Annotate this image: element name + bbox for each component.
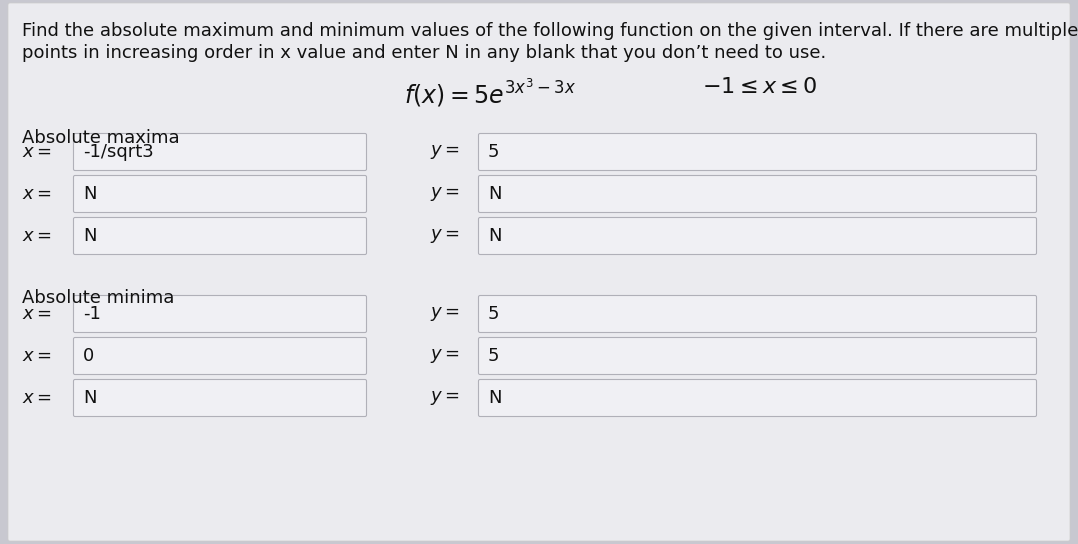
- Text: N: N: [83, 185, 97, 203]
- FancyBboxPatch shape: [73, 337, 367, 374]
- Text: 5: 5: [488, 347, 499, 365]
- Text: $f(x) = 5e^{3x^3-3x}$: $f(x) = 5e^{3x^3-3x}$: [404, 76, 576, 109]
- Text: $y =$: $y =$: [430, 389, 459, 407]
- Text: $x =$: $x =$: [22, 143, 52, 161]
- Text: $y =$: $y =$: [430, 143, 459, 161]
- Text: $x =$: $x =$: [22, 389, 52, 407]
- Text: $x =$: $x =$: [22, 347, 52, 365]
- Text: Absolute minima: Absolute minima: [22, 289, 175, 307]
- FancyBboxPatch shape: [479, 133, 1037, 170]
- FancyBboxPatch shape: [73, 218, 367, 255]
- FancyBboxPatch shape: [73, 133, 367, 170]
- FancyBboxPatch shape: [73, 380, 367, 417]
- Text: $x =$: $x =$: [22, 227, 52, 245]
- Text: N: N: [488, 185, 501, 203]
- Text: N: N: [83, 389, 97, 407]
- Text: -1/sqrt3: -1/sqrt3: [83, 143, 154, 161]
- Text: points in increasing order in x value and enter N in any blank that you don’t ne: points in increasing order in x value an…: [22, 44, 826, 62]
- FancyBboxPatch shape: [8, 3, 1070, 541]
- Text: $x =$: $x =$: [22, 305, 52, 323]
- FancyBboxPatch shape: [73, 295, 367, 332]
- Text: N: N: [488, 389, 501, 407]
- FancyBboxPatch shape: [479, 380, 1037, 417]
- Text: Find the absolute maximum and minimum values of the following function on the gi: Find the absolute maximum and minimum va…: [22, 22, 1078, 40]
- Text: N: N: [488, 227, 501, 245]
- Text: N: N: [83, 227, 97, 245]
- Text: $y =$: $y =$: [430, 227, 459, 245]
- Text: $y =$: $y =$: [430, 305, 459, 323]
- Text: $y =$: $y =$: [430, 185, 459, 203]
- FancyBboxPatch shape: [479, 295, 1037, 332]
- Text: Absolute maxima: Absolute maxima: [22, 129, 180, 147]
- Text: 5: 5: [488, 143, 499, 161]
- FancyBboxPatch shape: [479, 218, 1037, 255]
- FancyBboxPatch shape: [479, 337, 1037, 374]
- Text: 0: 0: [83, 347, 94, 365]
- Text: $y =$: $y =$: [430, 347, 459, 365]
- Text: $-1 \leq x \leq 0$: $-1 \leq x \leq 0$: [703, 76, 818, 98]
- Text: 5: 5: [488, 305, 499, 323]
- FancyBboxPatch shape: [73, 176, 367, 213]
- Text: -1: -1: [83, 305, 101, 323]
- FancyBboxPatch shape: [479, 176, 1037, 213]
- Text: $x =$: $x =$: [22, 185, 52, 203]
